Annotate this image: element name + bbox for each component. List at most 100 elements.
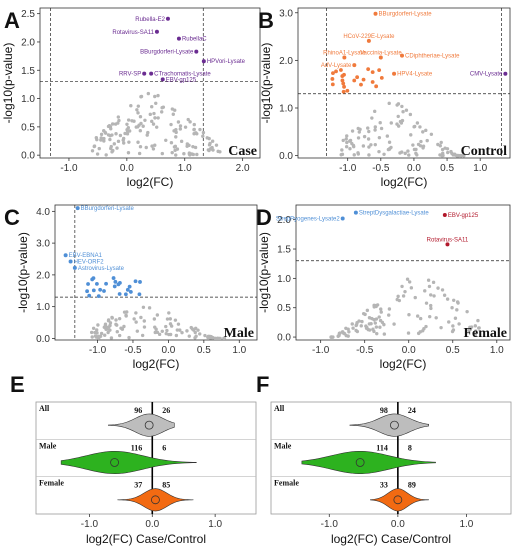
x-axis-title: log2(FC)	[381, 175, 428, 189]
plot-area	[297, 7, 511, 159]
point-nonsig	[153, 143, 157, 147]
point-nonsig	[192, 122, 196, 127]
point-nonsig	[427, 284, 432, 289]
point-sig	[366, 67, 371, 72]
point-nonsig	[452, 298, 456, 302]
panel-a: A -1.0 0.0 1.0 2.0 0.0 0.5 1.0 1.5 2.0 2.5 log2(FC)…	[1, 7, 261, 189]
point-nonsig	[94, 328, 99, 332]
point-nonsig	[198, 332, 202, 336]
point-nonsig	[387, 313, 391, 317]
point-nonsig	[103, 130, 107, 135]
point-nonsig	[138, 128, 143, 133]
point-nonsig	[403, 289, 407, 294]
point-nonsig	[418, 316, 423, 321]
point-nonsig	[90, 149, 95, 153]
point-nonsig	[455, 308, 459, 312]
point-nonsig	[385, 134, 390, 138]
point-nonsig	[208, 147, 213, 151]
point-nonsig	[160, 106, 164, 110]
point-nonsig	[126, 151, 131, 155]
point-nonsig	[143, 118, 147, 122]
point-nonsig	[144, 145, 148, 150]
point-nonsig	[91, 326, 96, 330]
subset-label: Male	[224, 326, 254, 341]
violin	[301, 450, 436, 474]
point-sig	[340, 74, 345, 78]
point-nonsig	[132, 317, 136, 321]
point-nonsig	[160, 110, 164, 114]
panel-letter: A	[4, 8, 20, 33]
point-nonsig	[439, 140, 443, 145]
point-nonsig	[174, 130, 178, 135]
point-nonsig	[373, 125, 378, 129]
point-nonsig	[373, 128, 377, 132]
point-sig	[133, 279, 138, 284]
y-axis-title: -log10(p-value)	[16, 232, 30, 313]
point-label: Astrovirus-Lysate	[78, 266, 125, 272]
x-tick-label: 0.5	[197, 345, 211, 356]
point-sig	[125, 287, 130, 292]
point-sig	[116, 282, 121, 287]
point-sig	[330, 82, 335, 87]
point-nonsig	[455, 153, 459, 158]
point-sig	[123, 292, 128, 297]
point-nonsig	[379, 126, 384, 131]
panel-letter: B	[258, 8, 274, 33]
point-nonsig	[377, 149, 381, 154]
point-sig	[331, 71, 335, 76]
point-nonsig	[367, 316, 372, 320]
x-tick-label: -1.0	[339, 163, 357, 174]
point-nonsig	[188, 120, 192, 124]
point-nonsig	[157, 332, 162, 337]
point-nonsig	[185, 329, 189, 333]
point-nonsig	[397, 298, 402, 303]
point-nonsig	[409, 133, 413, 137]
point-nonsig	[350, 322, 354, 326]
point-nonsig	[396, 294, 400, 299]
violin-mean	[144, 420, 154, 430]
count-positive: 24	[408, 406, 416, 415]
y-tick-label: 1.0	[36, 302, 50, 313]
point-nonsig	[94, 335, 99, 339]
point-nonsig	[407, 153, 411, 157]
point-nonsig	[167, 311, 171, 315]
point-nonsig	[97, 146, 101, 151]
point-nonsig	[103, 333, 107, 337]
point-sig	[345, 88, 350, 93]
point-nonsig	[222, 336, 227, 340]
count-positive: 85	[162, 481, 170, 490]
point-nonsig	[150, 119, 154, 124]
point-nonsig	[117, 316, 122, 321]
point-sig	[352, 78, 357, 83]
point-nonsig	[116, 121, 120, 125]
point-nonsig	[416, 142, 421, 147]
point-sig	[87, 293, 92, 298]
x-tick-label: 0.5	[440, 163, 454, 174]
point-nonsig	[141, 305, 146, 309]
count-negative: 116	[131, 443, 143, 452]
count-negative: 37	[134, 481, 142, 490]
x-axis-title: log2(FC)	[133, 357, 180, 371]
point-nonsig	[170, 150, 174, 155]
point-nonsig	[174, 333, 179, 338]
violin	[349, 413, 430, 437]
point-nonsig	[187, 334, 191, 338]
point-nonsig	[116, 139, 121, 144]
point-sig	[91, 288, 96, 293]
point-nonsig	[99, 132, 104, 137]
point-sig	[127, 284, 132, 289]
point-nonsig	[462, 153, 466, 158]
count-positive: 6	[162, 443, 166, 452]
point-nonsig	[189, 325, 193, 330]
point-nonsig	[345, 134, 349, 138]
point-nonsig	[168, 317, 172, 321]
point-nonsig	[405, 277, 410, 281]
point-nonsig	[361, 144, 366, 148]
point-nonsig	[136, 104, 141, 108]
point-nonsig	[378, 121, 382, 125]
point-nonsig	[168, 322, 173, 326]
point-nonsig	[377, 315, 381, 319]
point-nonsig	[364, 326, 369, 330]
point-sig	[137, 292, 142, 297]
point-nonsig	[355, 329, 360, 334]
